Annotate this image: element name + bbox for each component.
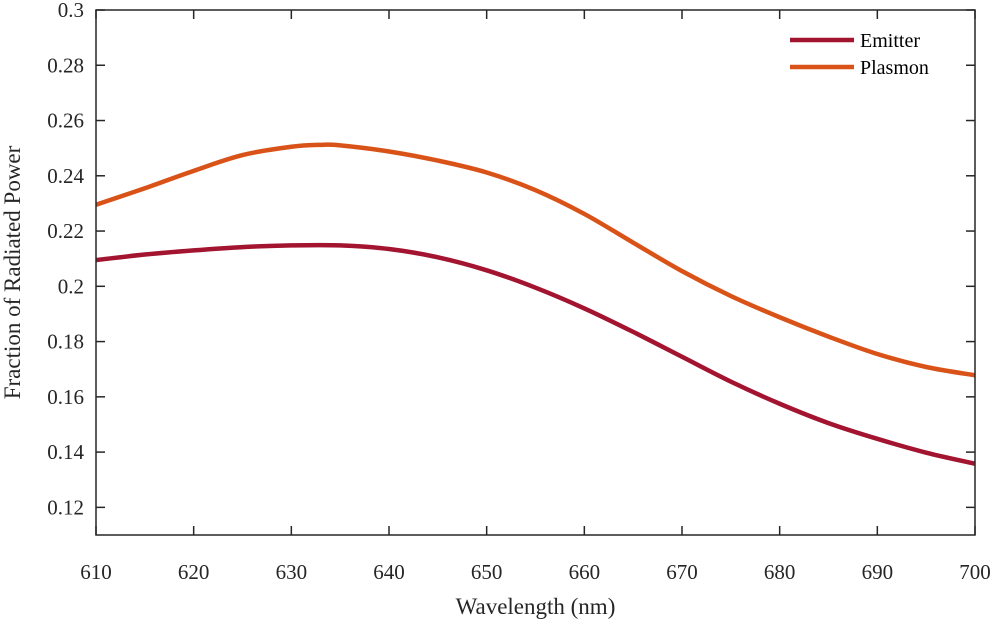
x-tick-label: 680 (764, 560, 796, 584)
y-tick-label: 0.24 (47, 164, 84, 188)
x-tick-label: 610 (80, 560, 112, 584)
x-tick-label: 670 (666, 560, 698, 584)
legend-label-emitter: Emitter (860, 30, 920, 52)
x-axis-title: Wavelength (nm) (456, 594, 616, 619)
legend: Emitter Plasmon (790, 30, 929, 79)
series-line-emitter (95, 242, 976, 466)
y-axis-title: Fraction of Radiated Power (0, 145, 25, 399)
x-tick-label: 620 (178, 560, 210, 584)
y-tick-label: 0.18 (47, 330, 84, 354)
x-tick-label: 640 (373, 560, 405, 584)
x-tick-labels: 610 620 630 640 650 660 670 680 690 700 (80, 560, 991, 584)
y-tick-label: 0.12 (47, 495, 84, 519)
y-tick-label: 0.14 (47, 440, 84, 464)
series-layer (95, 142, 976, 466)
x-tick-label: 660 (569, 560, 601, 584)
x-tick-label: 650 (471, 560, 503, 584)
y-tick-label: 0.26 (47, 109, 84, 133)
x-tick-label: 700 (959, 560, 991, 584)
plot-frame (95, 9, 976, 536)
y-tick-label: 0.3 (58, 0, 84, 22)
x-tick-label: 690 (862, 560, 894, 584)
y-tick-label: 0.22 (47, 219, 84, 243)
y-tick-labels: 0.12 0.14 0.16 0.18 0.2 0.22 0.24 0.26 0.28 0.3 (47, 0, 84, 519)
y-tick-label: 0.2 (58, 274, 84, 298)
y-tick-label: 0.28 (47, 53, 84, 77)
series-line-plasmon (95, 142, 976, 378)
plot-area (96, 10, 975, 535)
x-tick-label: 630 (276, 560, 308, 584)
y-tick-label: 0.16 (47, 385, 84, 409)
legend-label-plasmon: Plasmon (860, 57, 929, 79)
